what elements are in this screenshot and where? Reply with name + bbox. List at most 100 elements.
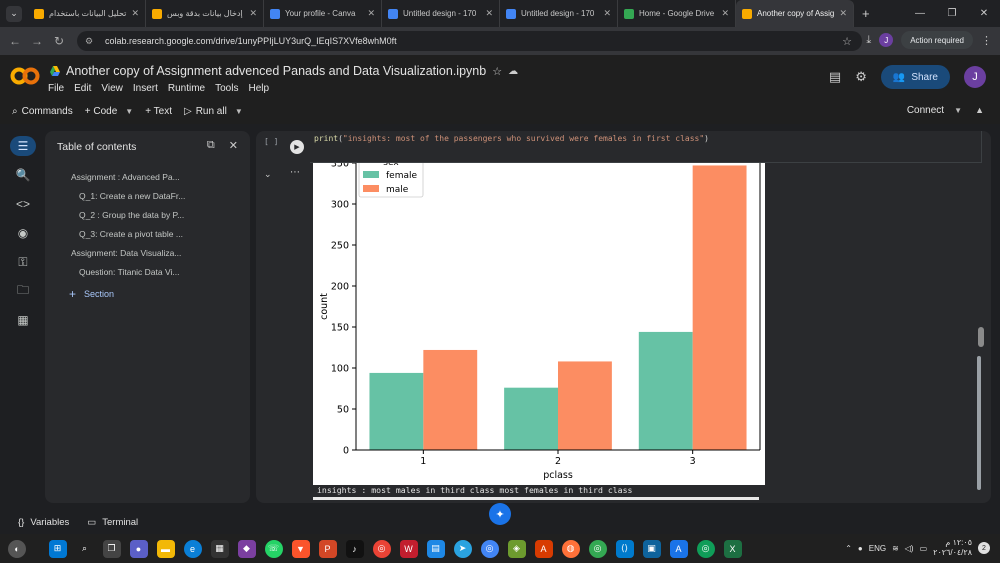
image-viewer-icon[interactable]: ▣ bbox=[642, 539, 661, 558]
brave-icon[interactable]: ▼ bbox=[291, 539, 310, 558]
toc-item[interactable]: Assignment : Advanced Pa... bbox=[71, 171, 180, 182]
action-required-button[interactable]: Action required bbox=[901, 31, 973, 49]
secrets-key-icon[interactable]: ⚿ bbox=[18, 254, 28, 269]
data-table-icon[interactable]: ▦ bbox=[17, 313, 29, 327]
variables-button[interactable]: {} Variables bbox=[18, 517, 69, 528]
minimize-icon[interactable]: — bbox=[915, 8, 925, 19]
close-tab-icon[interactable]: ✕ bbox=[839, 8, 847, 18]
close-tab-icon[interactable]: ✕ bbox=[603, 8, 611, 18]
connect-button[interactable]: Connect ▼ bbox=[907, 105, 962, 116]
collapse-header-icon[interactable]: ▲ bbox=[975, 105, 984, 115]
tray-chevron-icon[interactable]: ⌃ bbox=[845, 543, 852, 553]
menu-item[interactable]: File bbox=[48, 83, 65, 94]
wps-icon[interactable]: W bbox=[399, 539, 418, 558]
browser-tab[interactable]: إدخال بيانات بدقة وبس ✕ bbox=[146, 0, 264, 27]
toc-item[interactable]: Assignment: Data Visualiza... bbox=[71, 247, 182, 258]
excel-icon[interactable]: X bbox=[723, 539, 742, 558]
find-replace-icon[interactable]: 🔍 bbox=[15, 168, 31, 182]
output-actions-icon[interactable]: ⋯ bbox=[290, 167, 300, 178]
variables-inspector-icon[interactable]: ◉ bbox=[17, 226, 29, 240]
lang-indicator[interactable]: ENG bbox=[868, 543, 887, 553]
tab-search-icon[interactable]: ⌄ bbox=[6, 5, 22, 22]
tiktok-icon[interactable]: ♪ bbox=[345, 539, 364, 558]
volume-icon[interactable]: ◁) bbox=[904, 543, 914, 553]
chevron-down-icon[interactable]: ▼ bbox=[954, 106, 962, 115]
notifications-badge[interactable]: 2 bbox=[978, 542, 990, 554]
toc-item[interactable]: Q_2 : Group the data by P... bbox=[79, 209, 185, 220]
powerpoint-icon[interactable]: P bbox=[318, 539, 337, 558]
close-window-icon[interactable]: ✕ bbox=[979, 8, 989, 19]
file-explorer-icon[interactable]: ▬ bbox=[156, 539, 175, 558]
menu-item[interactable]: Insert bbox=[132, 83, 158, 94]
toc-item[interactable]: Question: Titanic Data Vi... bbox=[79, 266, 180, 277]
chevron-down-icon[interactable]: ▼ bbox=[125, 107, 134, 116]
notes-icon[interactable]: ▤ bbox=[426, 539, 445, 558]
browser-tab[interactable]: Untitled design - 170 ✕ bbox=[500, 0, 618, 27]
toc-item[interactable]: Q_1: Create a new DataFr... bbox=[79, 190, 186, 201]
add-text-button[interactable]: + Text bbox=[145, 106, 172, 117]
weather-icon[interactable]: ◐ bbox=[8, 539, 26, 558]
run-all-button[interactable]: ▷ Run all ▼ bbox=[184, 106, 243, 117]
star-icon[interactable]: ☆ bbox=[492, 65, 503, 78]
teams-icon[interactable]: ● bbox=[129, 539, 148, 558]
wifi-icon[interactable]: ≋ bbox=[892, 543, 899, 553]
chevron-down-icon[interactable]: ▼ bbox=[234, 107, 243, 116]
maximize-icon[interactable]: ❐ bbox=[947, 8, 957, 19]
browser-tab[interactable]: Your profile - Canva ✕ bbox=[264, 0, 382, 27]
files-folder-icon[interactable]: 🗀 bbox=[16, 282, 29, 297]
browser-tab[interactable]: تحليل البيانات باستخدام ✕ bbox=[28, 0, 146, 27]
collapse-output-chevron-icon[interactable]: ⌄ bbox=[264, 169, 272, 179]
back-icon[interactable]: ← bbox=[9, 34, 21, 48]
site-info-icon[interactable]: ⚙ bbox=[85, 35, 94, 46]
taskbar-search-icon[interactable]: ⌕ bbox=[81, 543, 88, 553]
firefox-icon[interactable]: ◍ bbox=[561, 539, 580, 558]
user-avatar[interactable]: J bbox=[964, 66, 986, 88]
close-tab-icon[interactable]: ✕ bbox=[367, 8, 375, 18]
code-snippets-icon[interactable]: <> bbox=[15, 197, 30, 211]
notebook-scrollbar[interactable] bbox=[977, 356, 981, 490]
app-icon[interactable]: ◈ bbox=[507, 539, 526, 558]
chrome-icon[interactable]: ◎ bbox=[372, 539, 391, 558]
acrobat-icon[interactable]: A bbox=[534, 539, 553, 558]
profile-avatar[interactable]: J bbox=[879, 33, 894, 47]
menu-item[interactable]: Edit bbox=[74, 83, 92, 94]
close-tab-icon[interactable]: ✕ bbox=[721, 8, 729, 18]
clock[interactable]: ١٢:٠٥ م ٢٠٢٦/٠٤/٢٨ bbox=[933, 538, 972, 558]
terminal-button[interactable]: ▭ Terminal bbox=[87, 517, 138, 528]
output-horizontal-scrollbar[interactable] bbox=[313, 497, 759, 500]
page-scrollbar-thumb[interactable] bbox=[978, 327, 984, 347]
add-code-button[interactable]: + Code ▼ bbox=[85, 106, 133, 117]
browser-menu-icon[interactable]: ⋮ bbox=[981, 34, 992, 47]
browser-tab[interactable]: Home - Google Drive ✕ bbox=[618, 0, 736, 27]
vscode-icon[interactable]: ⟨⟩ bbox=[615, 539, 634, 558]
battery-icon[interactable]: ▭ bbox=[919, 543, 928, 553]
commands-button[interactable]: ⌕ Commands bbox=[12, 106, 73, 117]
share-button[interactable]: 👥 Share bbox=[880, 65, 950, 89]
telegram-icon[interactable]: ➤ bbox=[453, 539, 472, 558]
tray-app-icon[interactable]: ● bbox=[857, 543, 863, 553]
visual-studio-icon[interactable]: ◆ bbox=[237, 539, 256, 558]
browser-tab[interactable]: Another copy of Assig ✕ bbox=[736, 0, 854, 27]
notebook-title[interactable]: Another copy of Assignment advenced Pana… bbox=[66, 64, 487, 78]
edge-icon[interactable]: e bbox=[183, 539, 202, 558]
menu-item[interactable]: Tools bbox=[215, 83, 239, 94]
windows-start-icon[interactable]: ⊞ bbox=[48, 539, 67, 558]
store-icon[interactable]: ▦ bbox=[210, 539, 229, 558]
close-tab-icon[interactable]: ✕ bbox=[485, 8, 493, 18]
task-view-icon[interactable]: ❐ bbox=[102, 539, 121, 558]
menu-item[interactable]: Help bbox=[248, 83, 270, 94]
chrome-green-icon[interactable]: ◎ bbox=[696, 539, 715, 558]
forward-icon[interactable]: → bbox=[31, 34, 43, 48]
table-of-contents-icon[interactable]: ☰ bbox=[10, 136, 36, 156]
open-in-tab-icon[interactable]: ⧉ bbox=[206, 139, 215, 151]
comments-icon[interactable]: ▤ bbox=[828, 69, 842, 84]
close-icon[interactable]: ✕ bbox=[228, 140, 238, 152]
menu-item[interactable]: Runtime bbox=[167, 83, 206, 94]
chrome-alt-icon[interactable]: ◎ bbox=[588, 539, 607, 558]
download-icon[interactable]: ⤓ bbox=[866, 33, 872, 46]
gemini-sparkle-button[interactable]: ✦ bbox=[489, 503, 511, 525]
browser-tab[interactable]: Untitled design - 170 ✕ bbox=[382, 0, 500, 27]
new-tab-button[interactable]: + bbox=[862, 6, 870, 21]
close-tab-icon[interactable]: ✕ bbox=[131, 8, 139, 18]
run-cell-button[interactable]: ▶ bbox=[290, 140, 304, 154]
